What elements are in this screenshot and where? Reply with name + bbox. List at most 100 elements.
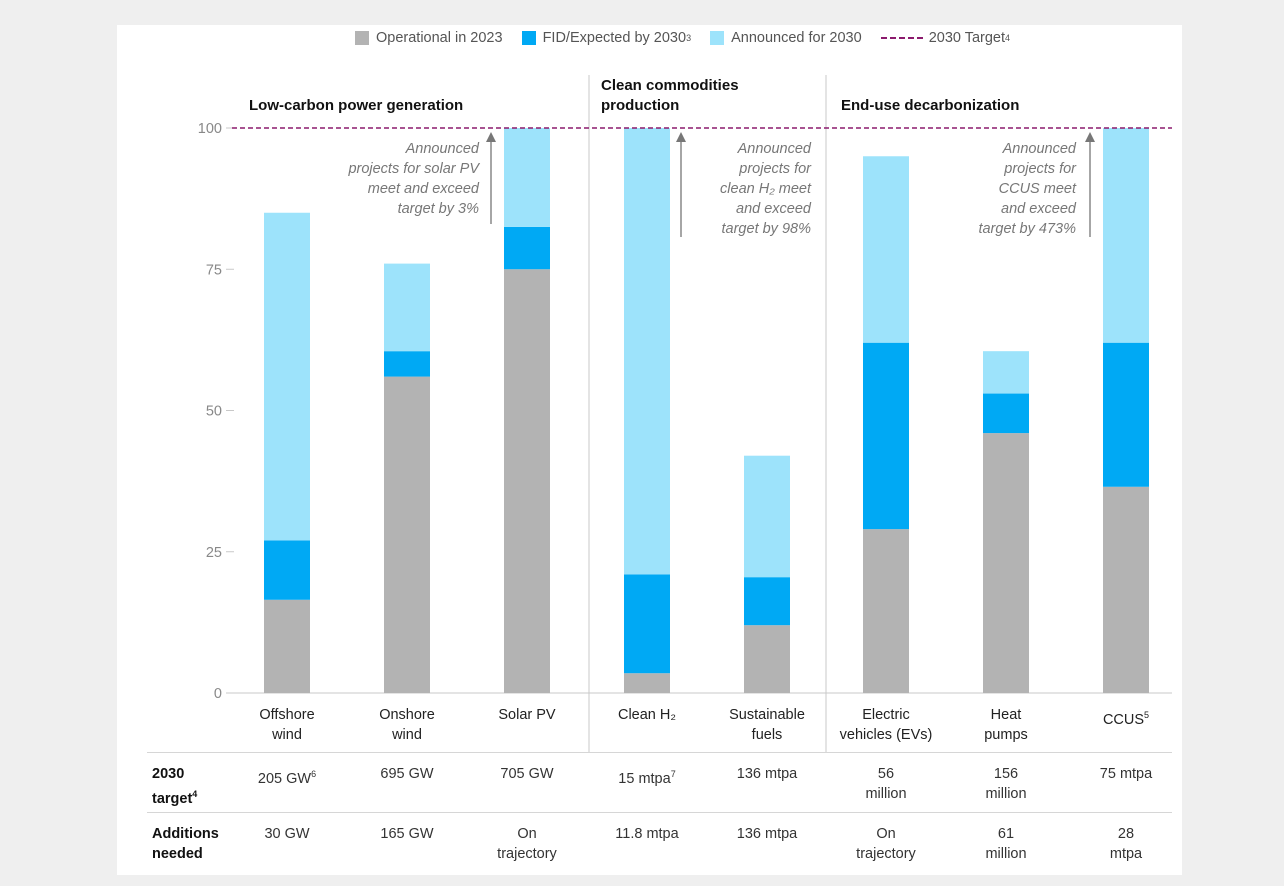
cell-line: 61 bbox=[997, 826, 1015, 842]
row-label-additions: Additions needed bbox=[152, 824, 219, 864]
target-cell: 205 GW6 bbox=[227, 764, 347, 789]
bar-fid bbox=[744, 577, 790, 626]
annotation-h2-line: Announced bbox=[737, 141, 811, 157]
target-cell: 15 mtpa7 bbox=[587, 764, 707, 789]
group-title-commodities-line1: Clean commodities bbox=[601, 77, 739, 94]
bar-announced bbox=[264, 212, 310, 541]
bar-fid bbox=[264, 540, 310, 600]
additions-cell: On trajectory bbox=[467, 824, 587, 864]
annotation-h2-line: projects for bbox=[739, 161, 811, 177]
bar-operational bbox=[504, 269, 550, 693]
annotation-ccus-line: target by 473% bbox=[978, 221, 1076, 237]
annotation-arrow-head bbox=[676, 132, 686, 142]
target-cell: 705 GW bbox=[467, 764, 587, 784]
cell-line: 136 mtpa bbox=[736, 826, 798, 842]
legend-swatch-fid bbox=[521, 31, 536, 45]
cell-line: 205 GW6 bbox=[227, 764, 347, 789]
bar-operational bbox=[1103, 486, 1149, 693]
cell-line: 11.8 mtpa bbox=[615, 826, 679, 842]
cell-line: 136 mtpa bbox=[736, 766, 798, 782]
cell-line: 75 mtpa bbox=[1099, 766, 1153, 782]
cell-line: 30 GW bbox=[264, 826, 310, 842]
bar-operational bbox=[384, 376, 430, 693]
legend: Operational in 2023 FID/Expected by 2030… bbox=[355, 30, 1010, 46]
bar-fid bbox=[384, 351, 430, 377]
legend-fid-footnote: 3 bbox=[686, 33, 692, 43]
row-label-additions-line1: Additions bbox=[152, 826, 219, 842]
legend-announced: Announced for 2030 bbox=[710, 30, 862, 46]
row-label-target-footnote: 4 bbox=[192, 789, 198, 799]
category-label-solar-pv: Solar PV bbox=[467, 705, 587, 725]
cell-footnote: 7 bbox=[670, 769, 676, 779]
bar-announced bbox=[384, 263, 430, 352]
category-label-line: vehicles (EVs) bbox=[839, 727, 933, 743]
cell-line: 165 GW bbox=[380, 826, 434, 842]
category-label-line: Sustainable bbox=[729, 707, 805, 723]
target-cell: 75 mtpa bbox=[1066, 764, 1186, 784]
category-label-offshore-wind: Offshore wind bbox=[227, 705, 347, 745]
category-label-line: Heat bbox=[990, 707, 1022, 723]
category-label-line: Electric bbox=[862, 707, 910, 723]
bar-announced bbox=[983, 351, 1029, 394]
cell-line: 695 GW bbox=[380, 766, 434, 782]
bar-announced bbox=[863, 156, 909, 343]
y-tick-label: 50 bbox=[206, 404, 222, 420]
category-label-sustainable-fuels: Sustainable fuels bbox=[707, 705, 827, 745]
bar-operational bbox=[624, 673, 670, 693]
cell-footnote: 6 bbox=[311, 769, 317, 779]
category-label-clean-h2: Clean H₂ bbox=[587, 705, 707, 725]
legend-swatch-target bbox=[880, 37, 923, 39]
category-label-line: pumps bbox=[984, 727, 1028, 743]
annotation-ccus-line: CCUS meet bbox=[998, 181, 1076, 197]
annotation-ccus-line: projects for bbox=[1004, 161, 1076, 177]
cell-line: mtpa bbox=[1109, 846, 1143, 862]
annotation-arrow-head bbox=[486, 132, 496, 142]
y-tick-label: 100 bbox=[198, 121, 222, 137]
category-label-line: Onshore bbox=[379, 707, 435, 723]
cell-line: million bbox=[985, 786, 1027, 802]
annotation-ccus: Announced projects for CCUS meet and exc… bbox=[916, 139, 1076, 239]
category-label-line: Solar PV bbox=[498, 707, 556, 723]
cell-line: On bbox=[876, 826, 896, 842]
bar-fid bbox=[983, 393, 1029, 434]
category-label-text: CCUS bbox=[1102, 711, 1145, 728]
row-label-target: 2030 target4 bbox=[152, 764, 197, 809]
category-label-evs: Electric vehicles (EVs) bbox=[826, 705, 946, 745]
additions-cell: 165 GW bbox=[347, 824, 467, 844]
bar-announced bbox=[744, 455, 790, 578]
annotation-h2-line: clean H₂ meet bbox=[720, 181, 811, 197]
annotation-solar-line: Announced bbox=[405, 141, 479, 157]
category-label-line: Offshore bbox=[259, 707, 315, 723]
annotation-arrow-head bbox=[1085, 132, 1095, 142]
group-title-power: Low-carbon power generation bbox=[249, 97, 464, 114]
row-label-target-line2: target4 bbox=[152, 784, 197, 809]
row-label-target-text: target bbox=[152, 790, 193, 807]
annotation-solar-line: target by 3% bbox=[397, 201, 479, 217]
additions-cell: 136 mtpa bbox=[707, 824, 827, 844]
annotation-h2: Announced projects for clean H₂ meet and… bbox=[660, 139, 811, 239]
legend-fid: FID/Expected by 2030 3 bbox=[521, 30, 692, 46]
annotation-h2-line: and exceed bbox=[736, 201, 811, 217]
bar-operational bbox=[264, 599, 310, 693]
target-cell: 56 million bbox=[826, 764, 946, 804]
annotation-solar-line: meet and exceed bbox=[367, 181, 479, 197]
legend-swatch-announced bbox=[710, 31, 725, 45]
annotation-ccus-line: and exceed bbox=[1001, 201, 1076, 217]
cell-line: trajectory bbox=[497, 846, 557, 862]
annotation-solar: Announced projects for solar PV meet and… bbox=[287, 139, 479, 219]
bar-fid bbox=[624, 574, 670, 674]
bar-operational bbox=[863, 529, 909, 693]
legend-label-operational: Operational in 2023 bbox=[376, 30, 503, 46]
group-title-commodities: Clean commodities production bbox=[601, 76, 739, 116]
group-title-end-use: End-use decarbonization bbox=[841, 97, 1020, 114]
category-label-line: wind bbox=[272, 727, 302, 743]
legend-label-target: 2030 Target bbox=[928, 30, 1006, 46]
target-cell: 156 million bbox=[946, 764, 1066, 804]
annotation-h2-line: target by 98% bbox=[721, 221, 811, 237]
annotation-solar-line: projects for solar PV bbox=[348, 161, 479, 177]
cell-line: 156 bbox=[993, 766, 1019, 782]
bar-operational bbox=[983, 433, 1029, 693]
bar-fid bbox=[504, 226, 550, 270]
category-label-ccus: CCUS5 bbox=[1066, 705, 1186, 730]
